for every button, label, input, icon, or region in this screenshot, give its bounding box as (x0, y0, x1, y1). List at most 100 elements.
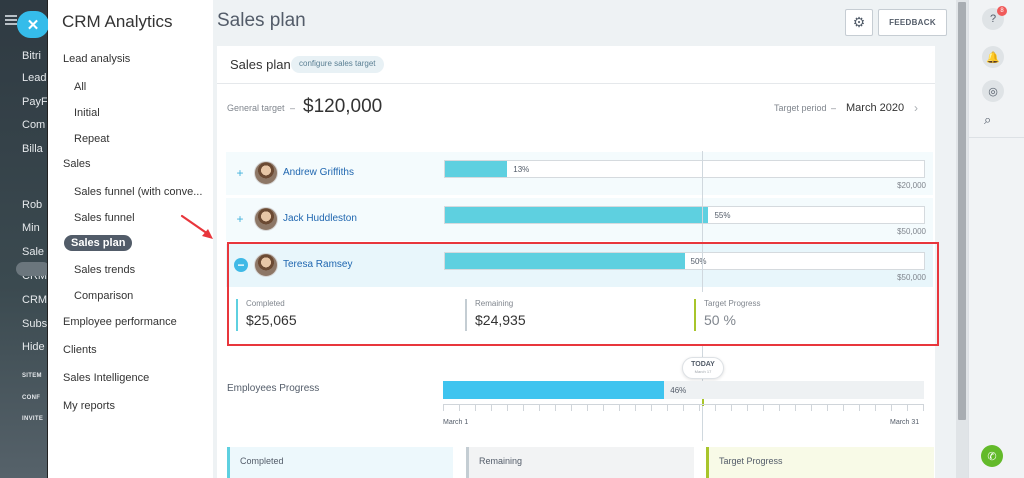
employees-progress-bar: 46% (443, 381, 924, 399)
card-title: Sales plan (230, 57, 291, 72)
employee-progress-fill (445, 207, 709, 223)
collapse-icon[interactable]: − (234, 258, 248, 272)
background-menu-item: Billa (22, 143, 43, 155)
timeline-tick (731, 405, 732, 411)
chat-button[interactable]: ◎ (982, 80, 1004, 102)
timeline-tick (443, 405, 444, 411)
timeline-tick (603, 405, 604, 411)
gear-icon: ⚙ (852, 14, 866, 30)
bell-icon: 🔔 (986, 51, 1000, 64)
completed-stat: Completed $25,065 (236, 299, 297, 331)
expand-icon[interactable]: + (236, 212, 244, 226)
phone-button[interactable]: ✆ (981, 445, 1003, 467)
sidebar-item[interactable]: Sales plan (64, 235, 133, 251)
sidebar-item[interactable]: Repeat (74, 133, 110, 145)
sidebar-item[interactable]: Sales trends (74, 264, 136, 276)
employee-detail: Completed $25,065 Remaining $24,935 Targ… (226, 292, 933, 344)
background-menu-item: Min (22, 222, 40, 234)
timeline-tick (747, 405, 748, 411)
hamburger-menu-icon[interactable] (5, 15, 17, 25)
chevron-right-icon[interactable]: › (914, 101, 918, 115)
sidebar-item[interactable]: Comparison (74, 290, 134, 302)
employee-row[interactable]: + Jack Huddleston 55% $50,000 (226, 198, 933, 241)
background-menu-item: CONF (22, 395, 41, 401)
background-menu-item: CRM (22, 294, 48, 306)
sidebar-item[interactable]: Employee performance (63, 316, 177, 328)
timeline-tick (715, 405, 716, 411)
settings-button[interactable]: ⚙ (845, 9, 873, 36)
background-menu-item: Lead (22, 72, 47, 84)
employee-name-link[interactable]: Jack Huddleston (283, 213, 357, 224)
help-icon: ? (989, 13, 997, 25)
background-menu-item: Bitri (22, 50, 41, 62)
search-icon[interactable]: ⌕ (984, 112, 992, 127)
notifications-button[interactable]: 🔔 (982, 46, 1004, 68)
background-menu-item: Rob (22, 199, 43, 211)
background-menu-strip: Bitri Lead PayF Com Billa Rob Min Sale CRM CRM Sub… (0, 0, 48, 478)
phone-icon: ✆ (987, 450, 997, 463)
employee-progress-fill (445, 161, 508, 177)
expand-icon[interactable]: + (236, 166, 244, 180)
page-title: Sales plan (217, 10, 306, 31)
timeline-tick (619, 405, 620, 411)
sidebar-item[interactable]: Sales Intelligence (63, 372, 150, 384)
avatar (254, 207, 278, 231)
background-menu-item: Hide (22, 341, 45, 353)
timeline-end-label: March 31 (890, 419, 920, 426)
sidebar-item[interactable]: Sales funnel (with conve... (74, 186, 203, 198)
sidebar-item[interactable]: Clients (63, 344, 97, 356)
employees-progress-label: Employees Progress (227, 383, 320, 394)
today-date: March 17 (694, 369, 712, 374)
today-label: TODAY (691, 361, 715, 368)
timeline-tick (859, 405, 860, 411)
today-badge: TODAY March 17 (682, 357, 724, 379)
main-area: Sales plan ⚙ FEEDBACK Sales plan configu… (213, 0, 968, 478)
target-period-dash: – (831, 103, 837, 113)
timeline-tick (587, 405, 588, 411)
summary-target-progress-card: Target Progress (706, 447, 934, 478)
scrollbar-thumb[interactable] (958, 2, 966, 420)
target-progress-stat: Target Progress 50 % (694, 299, 760, 331)
timeline-tick (555, 405, 556, 411)
employee-row[interactable]: + Andrew Griffiths 13% $20,000 (226, 152, 933, 195)
configure-sales-target-link[interactable]: configure sales target (291, 56, 384, 73)
general-target-dash: – (290, 103, 296, 113)
sidebar-item[interactable]: All (74, 81, 87, 93)
timeline-tick (459, 405, 460, 411)
timeline-tick (843, 405, 844, 411)
completed-label: Completed (246, 299, 285, 308)
timeline-tick (891, 405, 892, 411)
close-icon: ✕ (26, 16, 40, 34)
employees-progress-fill (443, 381, 665, 399)
rail-divider (969, 137, 1024, 138)
sidebar-item[interactable]: Initial (74, 107, 100, 119)
employee-progress-bar: 55% (444, 206, 925, 224)
employee-row[interactable]: − Teresa Ramsey 50% $50,000 (226, 244, 933, 287)
timeline-tick (635, 405, 636, 411)
background-menu-item: SITEM (22, 373, 42, 379)
background-menu-item: Com (22, 119, 46, 131)
timeline-axis (443, 404, 924, 412)
timeline-tick (507, 405, 508, 411)
feedback-button[interactable]: FEEDBACK (878, 9, 947, 36)
close-button[interactable]: ✕ (17, 11, 49, 38)
app-title: CRM Analytics (62, 12, 173, 31)
sidebar-item[interactable]: Lead analysis (63, 53, 131, 65)
notification-badge: 8 (997, 6, 1007, 16)
right-rail: ? 8 🔔 ◎ ⌕ ✆ (968, 0, 1024, 478)
sidebar-item[interactable]: Sales (63, 158, 91, 170)
background-menu-item: Sale (22, 246, 45, 258)
timeline-tick (827, 405, 828, 411)
timeline-tick (539, 405, 540, 411)
sidebar-item[interactable]: Sales funnel (74, 212, 135, 224)
target-period-value[interactable]: March 2020 (846, 102, 905, 114)
timeline-tick (651, 405, 652, 411)
remaining-value: $24,935 (475, 312, 526, 328)
employee-progress-fill (445, 253, 685, 269)
background-menu-item: Subs (22, 318, 48, 330)
employee-name-link[interactable]: Teresa Ramsey (283, 259, 353, 270)
timeline-tick (523, 405, 524, 411)
summary-completed-card: Completed (227, 447, 453, 478)
employee-name-link[interactable]: Andrew Griffiths (283, 167, 354, 178)
sidebar-item[interactable]: My reports (63, 400, 115, 412)
